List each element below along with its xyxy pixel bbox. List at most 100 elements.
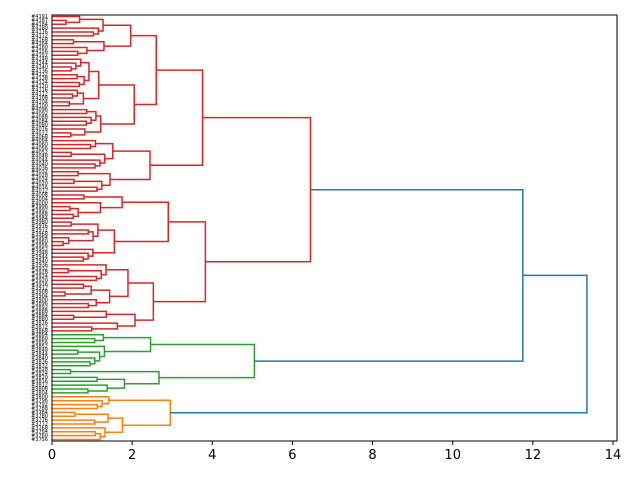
leaf-label: #3908 [31, 290, 48, 296]
leaf-label: #4108 [31, 95, 48, 101]
leaf-label: #4068 [31, 134, 48, 140]
dendrogram-link [74, 413, 109, 423]
leaf-label: #4024 [31, 177, 48, 183]
leaf-label: #4176 [31, 30, 48, 36]
dendrogram-link [202, 116, 312, 263]
dendrogram-link [83, 70, 100, 100]
dendrogram-link [114, 201, 170, 243]
dendrogram-link [52, 302, 90, 309]
dendrogram-link [52, 31, 95, 37]
leaf-label: #4164 [31, 41, 48, 47]
leaf-label: #3872 [31, 324, 48, 330]
leaf-label: #3972 [31, 227, 48, 233]
dendrogram-link [52, 101, 71, 107]
x-tick-label: 6 [288, 448, 296, 463]
x-tick-label: 10 [444, 448, 461, 463]
leaf-label: #3940 [31, 258, 48, 264]
dendrogram-link [80, 61, 90, 82]
dendrogram-link [52, 93, 74, 99]
leaf-label: #3776 [31, 418, 48, 424]
leaf-label: #4112 [31, 92, 48, 98]
leaf-label: #4156 [31, 49, 48, 55]
leaf-label: #4116 [31, 88, 48, 94]
leaf-label: #4180 [31, 26, 48, 32]
leaf-label: #3992 [31, 208, 48, 214]
leaf-label: #3812 [31, 383, 48, 389]
leaf-label: #3876 [31, 321, 48, 327]
leaf-label: #4191 [31, 14, 48, 20]
leaf-label: #3820 [31, 375, 48, 381]
leaf-label: #3944 [31, 255, 48, 261]
leaf-label: #3856 [31, 340, 48, 346]
leaf-label: #3840 [31, 356, 48, 362]
leaf-label: #3756 [31, 437, 48, 443]
dendrogram-link [52, 419, 96, 425]
dendrogram-link [52, 132, 72, 138]
leaf-label: #4160 [31, 45, 48, 51]
leaf-label: #4128 [31, 76, 48, 82]
leaf-label: #3796 [31, 398, 48, 404]
dendrogram-link [52, 46, 88, 55]
leaf-label: #3884 [31, 313, 48, 319]
leaf-label: #4104 [31, 99, 48, 105]
dendrogram-link [52, 202, 102, 214]
dendrogram-link [68, 231, 94, 242]
dendrogram-link [52, 326, 93, 332]
x-tick-label: 0 [48, 448, 56, 463]
dendrogram-link [52, 337, 96, 344]
leaf-label: #4168 [31, 37, 48, 43]
leaf-label: #4144 [31, 61, 48, 67]
leaf-label: #4016 [31, 185, 48, 191]
dendrogram-links [52, 15, 588, 441]
leaf-label: #3824 [31, 371, 48, 377]
dendrogram-link [104, 417, 124, 433]
dendrogram-link [52, 240, 64, 247]
leaf-label: #4184 [31, 22, 48, 28]
leaf-label: #3912 [31, 286, 48, 292]
x-tick-label: 2 [128, 448, 136, 463]
leaf-label: #3976 [31, 224, 48, 230]
dendrogram-link [52, 62, 77, 70]
leaf-label: #3868 [31, 328, 48, 334]
leaf-label: #3932 [31, 266, 48, 272]
dendrogram-link [106, 268, 129, 298]
leaf-label: #3960 [31, 239, 48, 245]
leaf-label: #4060 [31, 142, 48, 148]
leaf-label: #3864 [31, 332, 48, 338]
leaf-labels: #4191#4187#4184#4180#4176#4172#4168#4164… [31, 14, 48, 443]
leaf-label: #3804 [31, 390, 48, 396]
leaf-label: #3904 [31, 293, 48, 299]
leaf-label: #4036 [31, 165, 48, 171]
dendrogram-link [52, 388, 89, 394]
leaf-label: #4076 [31, 127, 48, 133]
leaf-label: #3924 [31, 274, 48, 280]
leaf-label: #3900 [31, 297, 48, 303]
x-tick-label: 4 [208, 448, 216, 463]
leaf-label: #4124 [31, 80, 48, 86]
dendrogram-link [52, 19, 67, 26]
leaf-label: #4000 [31, 200, 48, 206]
x-tick-label: 14 [605, 448, 622, 463]
dendrogram-link [52, 299, 97, 307]
leaf-label: #4064 [31, 138, 48, 144]
leaf-label: #3936 [31, 262, 48, 268]
dendrogram-link [52, 333, 105, 342]
leaf-label: #3880 [31, 317, 48, 323]
leaf-label: #3952 [31, 247, 48, 253]
leaf-label: #4136 [31, 68, 48, 74]
leaf-label: #4020 [31, 181, 48, 187]
dendrogram-link [127, 282, 155, 321]
leaf-label: #3920 [31, 278, 48, 284]
leaf-label: #3832 [31, 363, 48, 369]
leaf-label: #4048 [31, 154, 48, 160]
leaf-label: #3892 [31, 305, 48, 311]
leaf-label: #3772 [31, 421, 48, 427]
dendrogram-link [150, 343, 256, 379]
leaf-label: #4148 [31, 57, 48, 63]
leaf-label: #3996 [31, 204, 48, 210]
leaf-label: #4072 [31, 130, 48, 136]
leaf-label: #3760 [31, 433, 48, 439]
leaf-label: #4084 [31, 119, 48, 125]
